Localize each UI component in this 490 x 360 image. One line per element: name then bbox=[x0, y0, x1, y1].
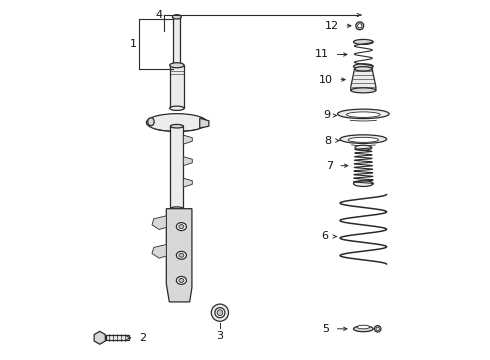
Polygon shape bbox=[351, 69, 376, 90]
Polygon shape bbox=[183, 135, 192, 144]
Ellipse shape bbox=[353, 64, 373, 69]
Ellipse shape bbox=[346, 112, 380, 117]
Ellipse shape bbox=[211, 304, 228, 321]
Text: 1: 1 bbox=[129, 39, 136, 49]
Ellipse shape bbox=[179, 225, 184, 229]
Ellipse shape bbox=[358, 24, 362, 28]
Ellipse shape bbox=[348, 137, 378, 142]
Ellipse shape bbox=[353, 326, 373, 332]
Ellipse shape bbox=[217, 310, 223, 316]
Polygon shape bbox=[166, 209, 192, 302]
Ellipse shape bbox=[179, 253, 184, 257]
Ellipse shape bbox=[171, 207, 183, 211]
Polygon shape bbox=[183, 157, 192, 166]
Ellipse shape bbox=[147, 114, 207, 132]
Ellipse shape bbox=[170, 63, 184, 68]
Polygon shape bbox=[200, 118, 209, 128]
Ellipse shape bbox=[374, 325, 381, 332]
Ellipse shape bbox=[351, 88, 376, 93]
Text: 3: 3 bbox=[217, 331, 223, 341]
Text: 7: 7 bbox=[326, 161, 333, 171]
Text: 10: 10 bbox=[319, 75, 333, 85]
Ellipse shape bbox=[179, 278, 184, 282]
Ellipse shape bbox=[353, 40, 373, 44]
Text: 11: 11 bbox=[315, 49, 329, 59]
Ellipse shape bbox=[215, 308, 225, 318]
Polygon shape bbox=[152, 216, 166, 229]
Text: 6: 6 bbox=[321, 231, 328, 242]
Polygon shape bbox=[173, 17, 180, 65]
Ellipse shape bbox=[376, 327, 379, 330]
Ellipse shape bbox=[357, 325, 369, 329]
Ellipse shape bbox=[170, 106, 184, 111]
Polygon shape bbox=[171, 126, 183, 209]
Ellipse shape bbox=[176, 223, 186, 230]
Ellipse shape bbox=[355, 145, 372, 150]
Ellipse shape bbox=[356, 22, 364, 30]
Text: 12: 12 bbox=[325, 21, 339, 31]
Ellipse shape bbox=[172, 15, 181, 19]
Polygon shape bbox=[105, 335, 129, 340]
Polygon shape bbox=[170, 65, 184, 108]
Ellipse shape bbox=[338, 109, 389, 118]
Ellipse shape bbox=[147, 118, 154, 126]
Text: 4: 4 bbox=[155, 10, 163, 20]
Polygon shape bbox=[183, 178, 192, 187]
Text: 2: 2 bbox=[139, 333, 147, 343]
Polygon shape bbox=[152, 244, 166, 258]
Text: 5: 5 bbox=[322, 324, 329, 334]
Ellipse shape bbox=[171, 125, 183, 128]
Ellipse shape bbox=[340, 135, 387, 143]
Ellipse shape bbox=[353, 181, 373, 186]
Ellipse shape bbox=[176, 276, 186, 284]
Ellipse shape bbox=[176, 251, 186, 259]
Ellipse shape bbox=[355, 67, 372, 71]
Text: 9: 9 bbox=[323, 111, 330, 121]
Polygon shape bbox=[94, 331, 105, 344]
Text: 8: 8 bbox=[325, 136, 332, 145]
